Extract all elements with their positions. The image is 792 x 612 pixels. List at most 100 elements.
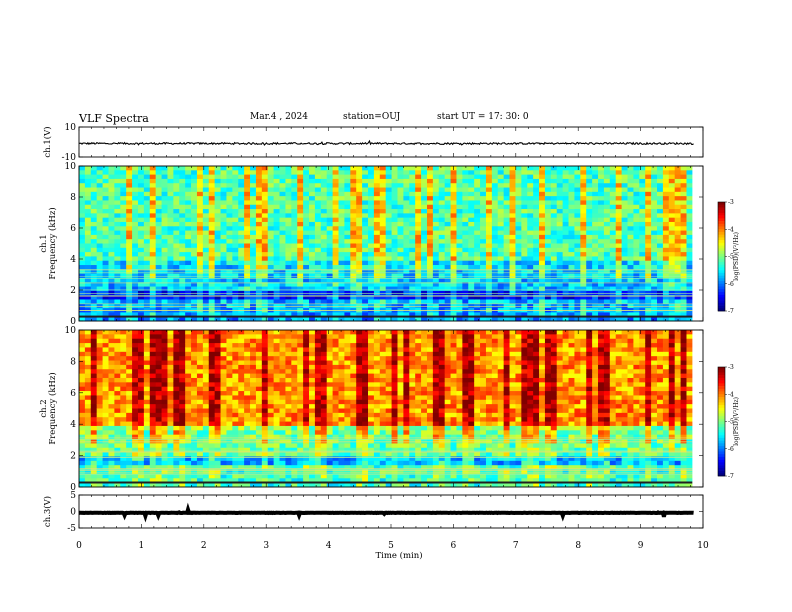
- spectrogram-cell: [438, 217, 446, 223]
- spectrogram-cell: [344, 200, 351, 206]
- spectrogram-cell: [444, 204, 451, 210]
- spectrogram-cell: [132, 395, 139, 401]
- spectrogram-cell: [657, 256, 664, 262]
- spectrogram-cell: [291, 196, 298, 201]
- spectrogram-cell: [480, 286, 487, 292]
- spectrogram-cell: [314, 226, 322, 231]
- spectrogram-cell: [155, 330, 162, 335]
- spectrogram-cell: [108, 351, 115, 357]
- spectrogram-cell: [651, 217, 658, 223]
- spectrogram-cell: [438, 178, 446, 184]
- spectrogram-cell: [132, 295, 139, 300]
- spectrogram-cell: [651, 316, 658, 322]
- spectrogram-cell: [432, 187, 440, 193]
- spectrogram-cell: [456, 286, 463, 292]
- spectrogram-cell: [621, 256, 628, 262]
- spectrogram-cell: [214, 265, 221, 270]
- spectrogram-cell: [503, 183, 510, 188]
- spectrogram-cell: [149, 196, 157, 201]
- spectrogram-cell: [114, 377, 121, 383]
- spectrogram-cell: [350, 282, 357, 287]
- spectrogram-cell: [344, 213, 351, 219]
- spectrogram-cell: [633, 265, 640, 270]
- spectrogram-cell: [208, 478, 216, 484]
- spectrogram-cell: [255, 191, 263, 197]
- spectrogram-cell: [191, 347, 198, 353]
- spectrogram-cell: [79, 243, 86, 249]
- spectrogram-cell: [562, 230, 569, 236]
- spectrogram-cell: [633, 312, 640, 318]
- spectrogram-cell: [314, 196, 322, 201]
- spectrogram-cell: [639, 204, 646, 210]
- spectrogram-cell: [456, 243, 463, 249]
- spectrogram-cell: [574, 170, 581, 176]
- spectrogram-cell: [527, 316, 534, 322]
- spectrogram-cell: [462, 282, 469, 287]
- spectrogram-cell: [491, 187, 499, 193]
- spectrogram-cell: [609, 269, 617, 275]
- spectrogram-cell: [391, 226, 398, 231]
- spectrogram-cell: [84, 277, 92, 283]
- spectrogram-cell: [161, 286, 168, 292]
- spectrogram-cell: [686, 209, 693, 214]
- spectrogram-cell: [208, 252, 216, 257]
- spectrogram-cell: [556, 239, 564, 244]
- spectrogram-cell: [544, 256, 552, 262]
- spectrogram-cell: [108, 243, 115, 249]
- spectrogram-cell: [485, 295, 493, 300]
- spectrogram-cell: [468, 265, 475, 270]
- spectrogram-cell: [485, 282, 493, 287]
- spectrogram-cell: [309, 183, 316, 188]
- spectrogram-cell: [586, 213, 593, 219]
- spectrogram-cell: [155, 364, 162, 370]
- spectrogram-cell: [132, 204, 139, 210]
- spectrogram-cell: [120, 295, 127, 300]
- spectrogram-cell: [143, 312, 151, 318]
- spectrogram-cell: [621, 174, 628, 180]
- spectrogram-cell: [686, 299, 693, 305]
- spectrogram-cell: [350, 178, 357, 184]
- spectrogram-cell: [603, 234, 611, 240]
- spectrogram-cell: [120, 404, 127, 409]
- spectrogram-cell: [385, 226, 392, 231]
- spectrogram-cell: [403, 230, 410, 236]
- spectrogram-cell: [137, 282, 145, 287]
- spectrogram-cell: [627, 226, 634, 231]
- spectrogram-cell: [651, 265, 658, 270]
- spectrogram-cell: [185, 226, 192, 231]
- spectrogram-cell: [161, 183, 168, 188]
- spectrogram-cell: [96, 213, 103, 219]
- spectrogram-cell: [132, 356, 139, 361]
- spectrogram-cell: [556, 187, 564, 193]
- spectrogram-cell: [680, 187, 687, 193]
- spectrogram-cell: [326, 183, 334, 188]
- spectrogram-cell: [580, 295, 587, 300]
- spectrogram-cell: [267, 299, 275, 305]
- spectrogram-cell: [320, 299, 328, 305]
- spectrogram-cell: [674, 166, 681, 171]
- spectrogram-cell: [126, 364, 133, 370]
- spectrogram-cell: [291, 200, 298, 206]
- spectrogram-cell: [515, 295, 522, 300]
- spectrogram-cell: [657, 269, 664, 275]
- spectrogram-cell: [297, 269, 304, 275]
- colorbar-swatch: [718, 218, 725, 222]
- spectrogram-cell: [173, 434, 180, 440]
- spectrogram-cell: [143, 191, 151, 197]
- spectrogram-cell: [137, 213, 145, 219]
- spectrogram-cell: [562, 239, 569, 244]
- spectrogram-cell: [149, 286, 157, 292]
- spectrogram-cell: [373, 221, 381, 227]
- spectrogram-cell: [291, 256, 298, 262]
- spectrogram-cell: [639, 209, 646, 214]
- spectrogram-cell: [120, 434, 127, 440]
- spectrogram-cell: [674, 247, 681, 253]
- spectrogram-cell: [214, 170, 221, 176]
- spectrogram-cell: [185, 408, 192, 414]
- spectrogram-cell: [273, 252, 280, 257]
- spectrogram-cell: [196, 174, 204, 180]
- spectrogram-cell: [397, 204, 404, 210]
- spectrogram-cell: [273, 247, 280, 253]
- spectrogram-cell: [391, 316, 398, 322]
- spectrogram-cell: [196, 295, 204, 300]
